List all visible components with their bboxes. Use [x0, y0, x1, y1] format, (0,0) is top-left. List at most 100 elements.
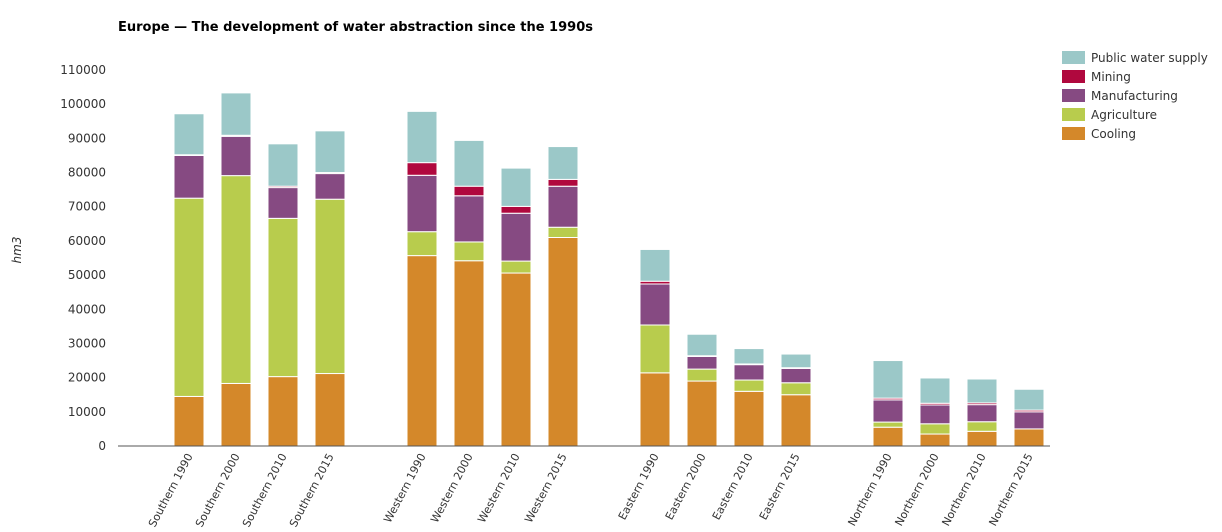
bar-public-water-supply[interactable]: [639, 248, 671, 282]
bar-agriculture[interactable]: [173, 197, 205, 397]
bar-manufacturing[interactable]: [173, 154, 205, 199]
bar-manufacturing[interactable]: [686, 355, 718, 370]
bar-mining[interactable]: [500, 205, 532, 214]
y-tick-label: 30000: [68, 336, 106, 350]
bar-cooling[interactable]: [453, 260, 485, 447]
legend-item[interactable]: Public water supply: [1062, 51, 1208, 65]
bar-public-water-supply[interactable]: [966, 378, 998, 404]
legend: Public water supply Mining Manufacturing Ag…: [1062, 51, 1208, 141]
bar-cooling[interactable]: [919, 433, 951, 447]
y-axis: 0 10000 20000 30000 40000 50000 60000 70000 8000…: [60, 63, 106, 453]
bar-agriculture[interactable]: [919, 423, 951, 435]
bar-cooling[interactable]: [406, 255, 438, 447]
bar-cooling[interactable]: [173, 395, 205, 447]
bar-manufacturing[interactable]: [919, 404, 951, 425]
bar-cooling[interactable]: [872, 426, 904, 447]
bar-manufacturing[interactable]: [453, 195, 485, 243]
legend-swatch: [1062, 51, 1085, 64]
bar-agriculture[interactable]: [500, 260, 532, 274]
bar-agriculture[interactable]: [733, 379, 765, 392]
bar-manufacturing[interactable]: [780, 367, 812, 384]
x-tick-label: Southern 2010: [240, 451, 290, 529]
y-tick-label: 0: [98, 439, 106, 453]
bar-cooling[interactable]: [733, 390, 765, 447]
bar-public-water-supply[interactable]: [500, 167, 532, 207]
bar-cooling[interactable]: [966, 430, 998, 447]
bar-manufacturing[interactable]: [267, 187, 299, 219]
x-tick-label: Northern 2015: [986, 451, 1035, 528]
bar-manufacturing[interactable]: [547, 185, 579, 228]
bar-agriculture[interactable]: [314, 198, 346, 375]
y-tick-label: 80000: [68, 166, 106, 180]
x-tick-label: Southern 2015: [287, 451, 337, 529]
x-tick-label: Northern 1990: [845, 451, 894, 528]
bar-public-water-supply[interactable]: [267, 143, 299, 187]
bar-mining[interactable]: [453, 185, 485, 197]
bar-public-water-supply[interactable]: [406, 110, 438, 164]
legend-swatch: [1062, 127, 1085, 140]
y-tick-label: 60000: [68, 234, 106, 248]
bar-public-water-supply[interactable]: [173, 113, 205, 156]
bar-agriculture[interactable]: [639, 324, 671, 374]
bar-cooling[interactable]: [314, 373, 346, 447]
bar-cooling[interactable]: [547, 236, 579, 447]
chart-title: Europe — The development of water abstra…: [118, 20, 593, 35]
legend-swatch: [1062, 70, 1085, 83]
legend-item[interactable]: Agriculture: [1062, 108, 1157, 122]
bar-cooling[interactable]: [220, 382, 252, 447]
bar-cooling[interactable]: [780, 394, 812, 447]
bar-agriculture[interactable]: [780, 382, 812, 396]
legend-item[interactable]: Cooling: [1062, 127, 1136, 141]
x-tick-label: Western 1990: [381, 451, 428, 525]
x-tick-label: Eastern 1990: [616, 451, 662, 522]
x-tick-label: Eastern 2010: [710, 451, 756, 522]
bar-manufacturing[interactable]: [220, 135, 252, 177]
bar-mining[interactable]: [547, 178, 579, 187]
bar-agriculture[interactable]: [220, 175, 252, 384]
x-tick-label: Northern 2000: [892, 451, 941, 528]
legend-swatch: [1062, 89, 1085, 102]
bar-agriculture[interactable]: [406, 231, 438, 257]
bar-cooling[interactable]: [1013, 428, 1045, 447]
bar-manufacturing[interactable]: [966, 404, 998, 423]
legend-item[interactable]: Mining: [1062, 70, 1131, 84]
bar-agriculture[interactable]: [686, 368, 718, 382]
y-tick-label: 110000: [60, 63, 106, 77]
bar-public-water-supply[interactable]: [314, 130, 346, 174]
bar-manufacturing[interactable]: [872, 399, 904, 423]
y-axis-title: hm3: [10, 237, 24, 264]
bar-agriculture[interactable]: [966, 421, 998, 432]
bar-cooling[interactable]: [500, 272, 532, 447]
x-tick-label: Southern 2000: [193, 451, 243, 529]
bar-agriculture[interactable]: [267, 217, 299, 378]
bar-public-water-supply[interactable]: [686, 333, 718, 357]
bar-agriculture[interactable]: [453, 241, 485, 262]
y-tick-label: 100000: [60, 97, 106, 111]
x-tick-label: Eastern 2015: [757, 451, 803, 522]
bar-public-water-supply[interactable]: [220, 92, 252, 136]
x-tick-label: Northern 2010: [939, 451, 988, 528]
legend-item[interactable]: Manufacturing: [1062, 89, 1178, 103]
y-tick-label: 10000: [68, 405, 106, 419]
bar-manufacturing[interactable]: [406, 174, 438, 233]
bar-agriculture[interactable]: [872, 421, 904, 428]
bar-manufacturing[interactable]: [1013, 411, 1045, 430]
bar-manufacturing[interactable]: [733, 364, 765, 381]
bar-public-water-supply[interactable]: [453, 139, 485, 187]
bar-public-water-supply[interactable]: [872, 360, 904, 399]
bar-public-water-supply[interactable]: [547, 146, 579, 180]
bar-agriculture[interactable]: [547, 226, 579, 238]
bar-manufacturing[interactable]: [500, 212, 532, 262]
bar-cooling[interactable]: [267, 376, 299, 447]
bar-cooling[interactable]: [686, 380, 718, 447]
bar-cooling[interactable]: [639, 372, 671, 447]
bar-public-water-supply[interactable]: [919, 377, 951, 404]
bar-manufacturing[interactable]: [314, 173, 346, 200]
bar-public-water-supply[interactable]: [780, 353, 812, 369]
y-tick-label: 90000: [68, 131, 106, 145]
bar-mining[interactable]: [406, 162, 438, 176]
bar-public-water-supply[interactable]: [733, 348, 765, 365]
bar-manufacturing[interactable]: [639, 283, 671, 326]
bar-public-water-supply[interactable]: [1013, 388, 1045, 411]
